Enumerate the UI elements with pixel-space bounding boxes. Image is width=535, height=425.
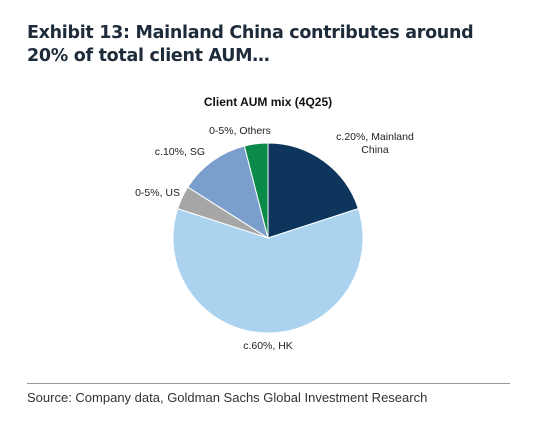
slice-label: 0-5%, Others (209, 125, 271, 137)
source: Source: Company data, Goldman Sachs Glob… (27, 390, 428, 405)
exhibit-title: Exhibit 13: Mainland China contributes a… (27, 23, 474, 66)
slice-label: c.10%, SG (154, 146, 205, 158)
slice-label: c.20%, Mainland China (336, 131, 414, 156)
rule (27, 383, 510, 384)
pie-slice (267, 142, 359, 239)
pie-slice (172, 208, 364, 334)
slice-label: c.60%, HK (243, 340, 293, 352)
pie-slice (187, 145, 269, 240)
pie-slice (243, 142, 269, 239)
chart-title: Client AUM mix (4Q25) (204, 95, 332, 109)
slice-label: 0-5%, US (135, 187, 180, 199)
